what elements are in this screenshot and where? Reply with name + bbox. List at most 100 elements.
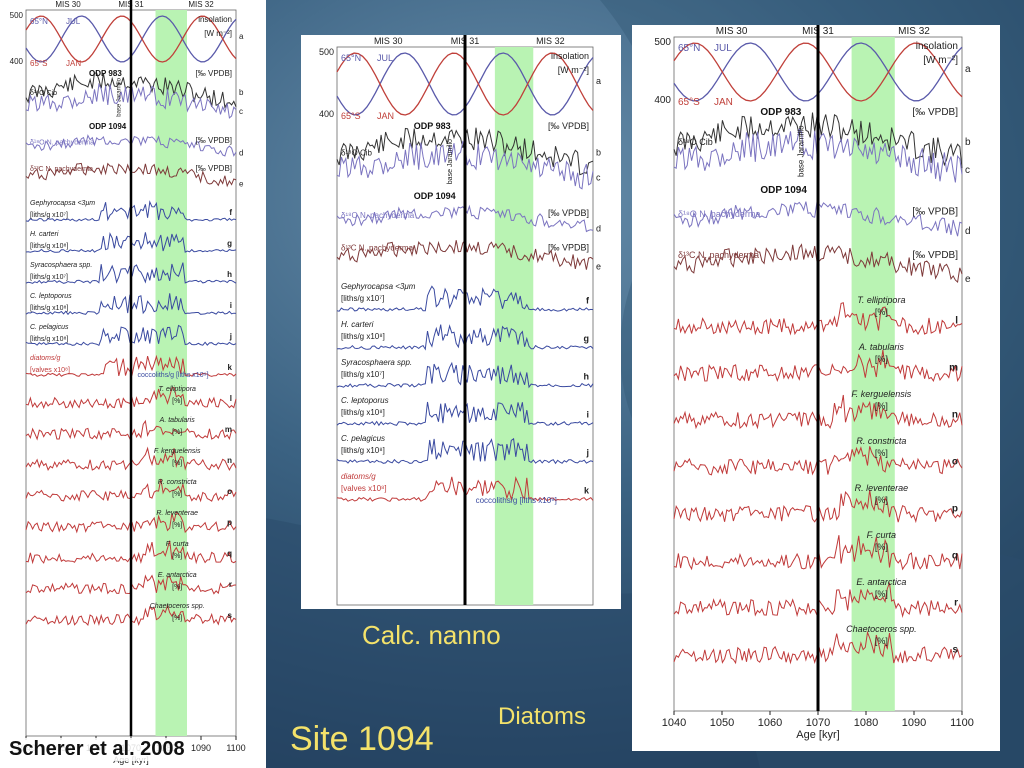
panel-letter: n (952, 410, 958, 421)
row-label: diatoms/g (30, 355, 60, 362)
sh-month: JAN (714, 97, 733, 108)
vpdb-unit: [‰ VPDB] (548, 208, 589, 218)
panel-letter: m (225, 425, 232, 434)
vpdb-unit: [‰ VPDB] (912, 207, 958, 218)
panel-letter: s (228, 611, 233, 620)
row-unit: [%] (172, 584, 182, 591)
panel-letter: b (239, 88, 244, 97)
row-label: A. tabularis (159, 417, 196, 424)
row-unit: [%] (875, 448, 888, 458)
row-label: C. pelagicus (341, 434, 385, 443)
sh-month: JAN (377, 111, 394, 121)
mis-label: MIS 32 (898, 26, 930, 37)
insolation-tick: 400 (319, 109, 334, 119)
age-tick-label: 1080 (854, 717, 878, 729)
odp983-label: ODP 983 (414, 121, 451, 131)
row-unit: [%] (172, 398, 182, 405)
row-label: E. antarctica (158, 572, 197, 579)
sh-label: 65°S (30, 59, 47, 68)
panel-letter: k (228, 363, 233, 372)
panel-letter: g (584, 334, 590, 344)
panel-letter: o (227, 487, 232, 496)
row-label: F. kerguelensis (154, 448, 201, 455)
panel-letter: m (949, 363, 958, 374)
panel-letter: a (596, 76, 601, 86)
mis31-green-band (494, 47, 534, 605)
vpdb-unit: [‰ VPDB] (196, 69, 232, 78)
nh-month: JUL (66, 17, 81, 26)
row-label: R. leventerae (156, 510, 198, 517)
row-label: R. constricta (158, 479, 197, 486)
row-unit: [liths/g x10⁷] (30, 274, 68, 281)
row-label: C. pelagicus (30, 324, 69, 331)
row-unit: [%] (875, 636, 888, 646)
row-label: A. tabularis (858, 342, 905, 352)
row-label: diatoms/g (341, 472, 376, 481)
row-unit: [%] (172, 429, 182, 436)
odp1094-label: ODP 1094 (414, 191, 456, 201)
age-tick-label: 1070 (806, 717, 830, 729)
figure-panel-diatoms: MIS 30 MIS 31 MIS 32 65°N JUL 65°S JAN insolati… (632, 25, 1000, 751)
caption-diatoms: Diatoms (498, 703, 587, 730)
caption-calc-nanno: Calc. nanno (362, 620, 501, 650)
d18o-cib-label: δ¹⁸O Cib (678, 137, 713, 147)
row-unit: [%] (172, 615, 182, 622)
row-label: T. elliptipora (857, 295, 905, 305)
row-unit: [valves x10⁸] (341, 484, 387, 493)
sh-month: JAN (66, 59, 81, 68)
mis-label: MIS 32 (188, 0, 214, 9)
base-jaramillo-label: base Jaramillo (447, 139, 454, 184)
panel-letter: q (227, 549, 232, 558)
row-unit: [%] (172, 553, 182, 560)
row-label: F. curta (166, 541, 189, 548)
row-label: F. curta (867, 530, 896, 540)
panel-letter: l (230, 394, 232, 403)
row-unit: [liths/g x10⁷] (30, 212, 68, 219)
sh-label: 65°S (678, 97, 700, 108)
panel-letter: k (584, 486, 590, 496)
insolation-tick: 500 (654, 37, 671, 48)
panel-letter: d (596, 223, 601, 233)
row-label: Gephyrocapsa <3μm (341, 282, 416, 291)
row-unit: [%] (875, 401, 888, 411)
panel-letter: h (227, 270, 232, 279)
row-label: H. carteri (341, 320, 374, 329)
insolation-unit: [W m⁻²] (923, 55, 958, 66)
row-unit: [liths/g x10⁷] (341, 370, 384, 379)
insolation-tick: 400 (10, 57, 24, 66)
mis-label: MIS 30 (716, 26, 748, 37)
panel-letter: o (952, 457, 958, 468)
row-label: F. kerguelensis (851, 389, 911, 399)
age-tick-label: 1100 (950, 717, 974, 729)
nh-label: 65°N (678, 43, 700, 54)
row-unit: [valves x10⁸] (30, 367, 70, 374)
d18o-cib-label: δ¹⁸O Cib (341, 148, 372, 157)
nh-month: JUL (714, 43, 732, 54)
panel-letter: p (952, 504, 958, 515)
row-unit: [%] (875, 495, 888, 505)
panel-letter: s (952, 645, 958, 656)
d18o-pach-label: δ¹⁸O N. pachyderma (30, 140, 94, 147)
panel-letter: j (585, 448, 589, 458)
row-unit: [liths/g x10⁸] (341, 332, 385, 341)
row-unit: [liths/g x10⁸] (30, 243, 68, 250)
nh-month: JUL (377, 53, 393, 63)
base-jaramillo-label: base Jaramillo (117, 77, 123, 116)
row-unit: [%] (875, 354, 888, 364)
d18o-pach-label: δ¹⁸O N. pachyderma (341, 211, 415, 220)
panel-letter: f (229, 208, 232, 217)
insolation-unit: [W m⁻²] (204, 29, 232, 38)
panel-letter: b (965, 137, 971, 148)
panel-letter: f (586, 296, 590, 306)
coccoliths-label: coccoliths/g [liths x10⁹] (137, 372, 208, 379)
caption-citation: Scherer et al. 2008 (6, 738, 188, 761)
row-unit: [liths/g x10⁸] (30, 305, 68, 312)
mis-label: MIS 30 (55, 0, 81, 9)
panel-letter: e (239, 179, 244, 188)
panel-letter: p (227, 518, 232, 527)
sh-label: 65°S (341, 111, 361, 121)
d13c-pach-label: δ¹³C N. pachyderma (30, 166, 93, 173)
panel-letter: d (965, 226, 971, 237)
